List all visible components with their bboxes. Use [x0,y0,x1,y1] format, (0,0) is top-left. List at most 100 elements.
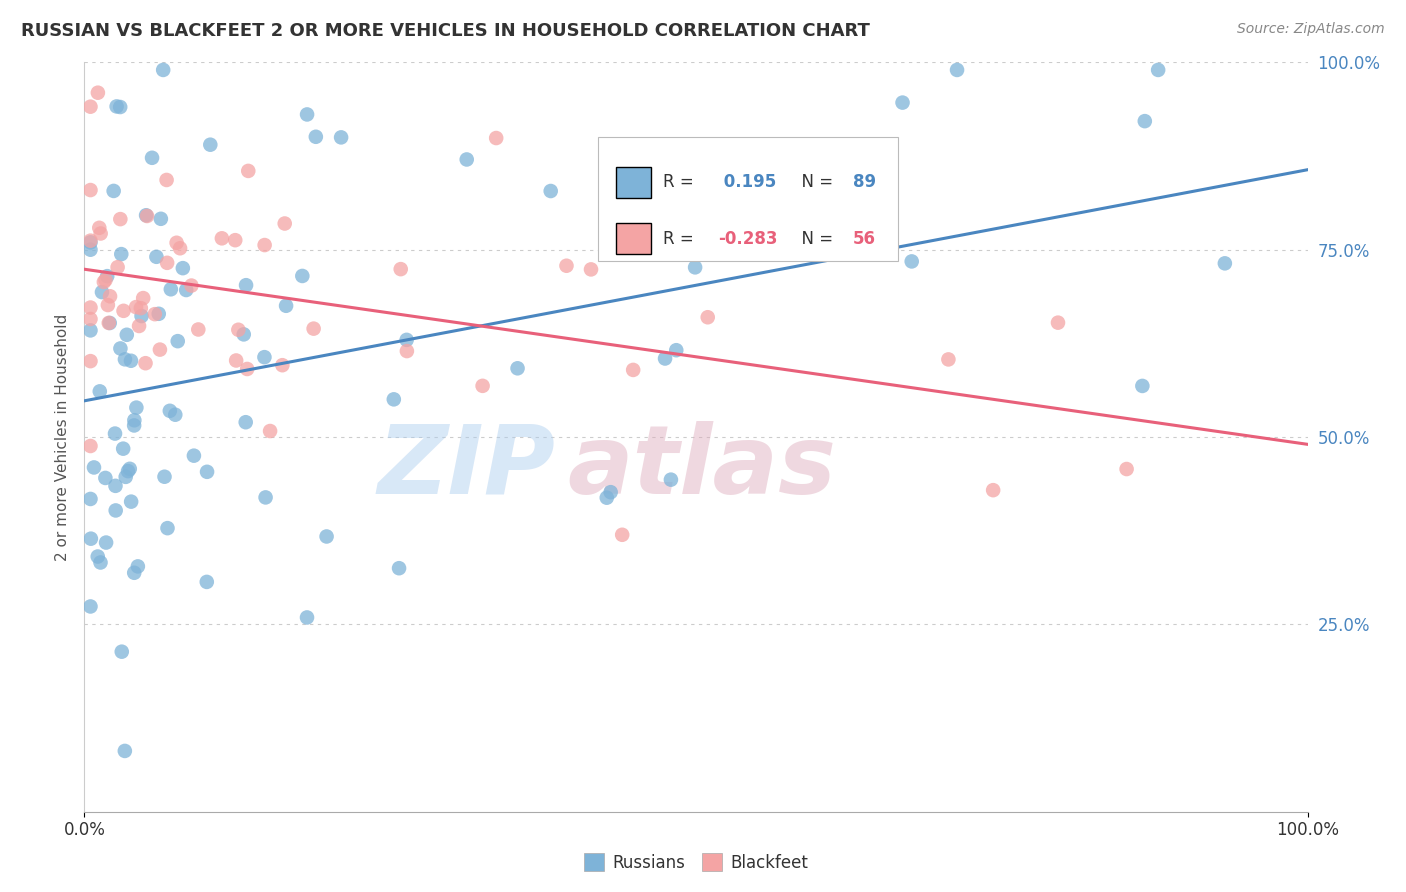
Point [93,275,115,289]
Point [579,262,602,277]
Point [87,86,110,100]
Point [83,460,105,475]
Point [612,528,634,542]
Point [120,494,142,508]
Point [79,234,101,248]
Point [153,469,176,483]
Point [79,439,101,453]
Point [122,418,145,433]
Point [654,351,676,366]
Point [132,291,155,305]
Point [291,268,314,283]
Point [79,235,101,250]
Point [395,344,418,359]
Point [120,353,142,368]
Point [94,535,117,549]
Point [388,561,411,575]
Point [232,327,254,342]
Point [148,307,170,321]
Point [107,260,129,275]
Point [665,343,688,358]
Point [485,131,508,145]
Point [1147,62,1170,77]
Point [305,129,328,144]
Point [389,262,412,277]
Text: 89: 89 [852,173,876,191]
Point [89,556,111,570]
Point [141,151,163,165]
Point [683,260,706,275]
Point [125,401,148,415]
Point [166,235,188,250]
Point [166,334,188,348]
Point [79,354,101,368]
Point [79,599,101,614]
Point [253,238,276,252]
Point [160,282,183,296]
Point [149,211,172,226]
Point [395,333,418,347]
Point [224,233,246,247]
Point [131,309,153,323]
Point [165,408,187,422]
Point [104,426,127,441]
Legend: Russians, Blackfeet: Russians, Blackfeet [578,847,814,879]
Text: -0.283: -0.283 [718,229,778,247]
Text: N =: N = [792,173,839,191]
Y-axis label: 2 or more Vehicles in Household: 2 or more Vehicles in Household [55,313,70,561]
Point [104,503,127,517]
Point [159,404,181,418]
Point [506,361,529,376]
Point [271,358,294,372]
Point [1115,462,1137,476]
Point [382,392,405,407]
Point [891,95,914,110]
Point [91,285,114,299]
Point [135,208,157,222]
Point [115,327,138,342]
Text: Source: ZipAtlas.com: Source: ZipAtlas.com [1237,22,1385,37]
Point [183,449,205,463]
Point [180,278,202,293]
Point [1133,114,1156,128]
Point [295,610,318,624]
Point [118,462,141,476]
Point [105,99,128,113]
Point [659,473,682,487]
Point [1130,379,1153,393]
Point [155,173,177,187]
Point [128,318,150,333]
Point [156,521,179,535]
FancyBboxPatch shape [598,137,898,261]
Point [596,491,619,505]
Point [195,465,218,479]
Point [330,130,353,145]
Point [540,184,562,198]
Point [938,352,960,367]
Point [94,471,117,485]
Point [114,352,136,367]
Point [621,363,644,377]
Point [145,250,167,264]
Point [89,220,111,235]
Point [456,153,478,167]
Point [200,137,222,152]
Point [110,247,132,261]
Point [211,231,233,245]
Point [274,299,297,313]
Point [156,256,179,270]
Point [79,323,101,337]
Point [79,100,101,114]
Text: 56: 56 [852,229,876,247]
Text: RUSSIAN VS BLACKFEET 2 OR MORE VEHICLES IN HOUSEHOLD CORRELATION CHART: RUSSIAN VS BLACKFEET 2 OR MORE VEHICLES … [21,22,870,40]
Point [1046,316,1069,330]
Point [79,183,101,197]
Point [98,289,121,303]
Point [122,566,145,580]
Text: atlas: atlas [568,420,837,514]
Point [235,278,257,293]
Point [89,384,111,399]
Point [946,62,969,77]
Point [259,424,281,438]
Point [174,283,197,297]
